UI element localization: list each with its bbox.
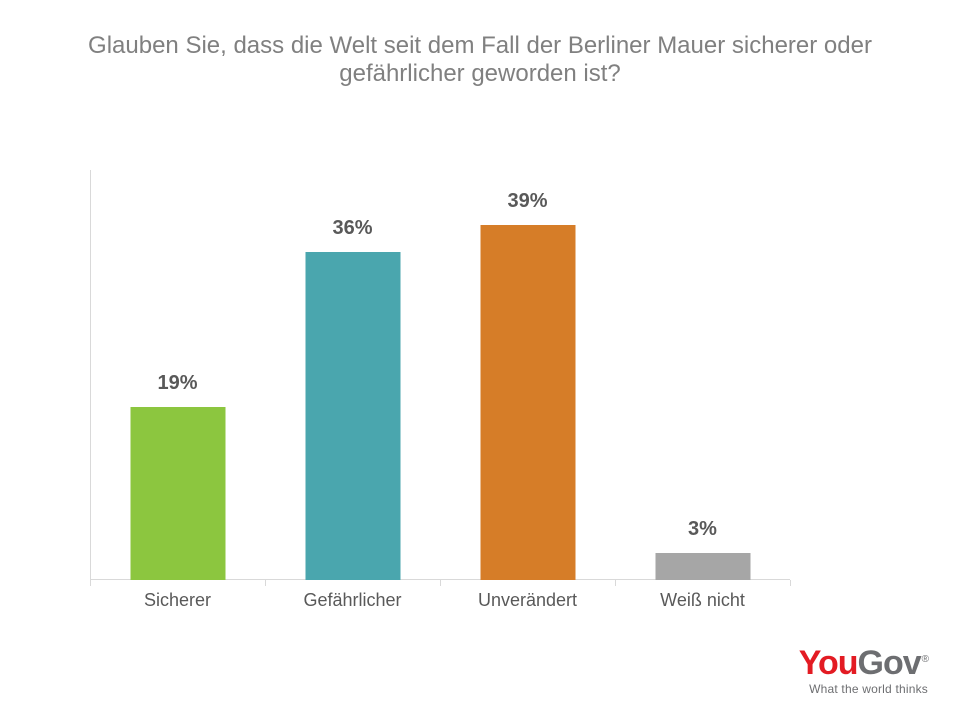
bar-value-label: 36% bbox=[332, 217, 372, 240]
logo-registered-icon: ® bbox=[922, 654, 928, 665]
bar-slot: 36%Gefährlicher bbox=[265, 170, 440, 580]
axis-tick bbox=[790, 580, 791, 586]
bar-value-label: 3% bbox=[688, 518, 717, 541]
bar-value-label: 39% bbox=[507, 190, 547, 213]
logo-text-gov: Gov bbox=[858, 644, 921, 682]
axis-tick bbox=[90, 580, 91, 586]
logo-tagline: What the world thinks bbox=[799, 682, 928, 696]
axis-tick bbox=[615, 580, 616, 586]
logo-text-you: You bbox=[799, 644, 858, 682]
chart-title: Glauben Sie, dass die Welt seit dem Fall… bbox=[60, 32, 900, 87]
bar bbox=[305, 252, 400, 580]
bar-slot: 19%Sicherer bbox=[90, 170, 265, 580]
bar bbox=[655, 553, 750, 580]
axis-tick bbox=[440, 580, 441, 586]
axis-tick bbox=[265, 580, 266, 586]
category-label: Weiß nicht bbox=[660, 590, 745, 611]
category-label: Unverändert bbox=[478, 590, 577, 611]
bar-value-label: 19% bbox=[157, 372, 197, 395]
yougov-logo: YouGov® What the world thinks bbox=[799, 646, 928, 696]
category-label: Gefährlicher bbox=[303, 590, 401, 611]
category-label: Sicherer bbox=[144, 590, 211, 611]
logo-wordmark: YouGov® bbox=[799, 646, 928, 680]
bar bbox=[130, 407, 225, 580]
bar-slot: 3%Weiß nicht bbox=[615, 170, 790, 580]
bar-slot: 39%Unverändert bbox=[440, 170, 615, 580]
bar bbox=[480, 225, 575, 580]
chart-plot-area: 19%Sicherer36%Gefährlicher39%Unverändert… bbox=[90, 170, 790, 610]
